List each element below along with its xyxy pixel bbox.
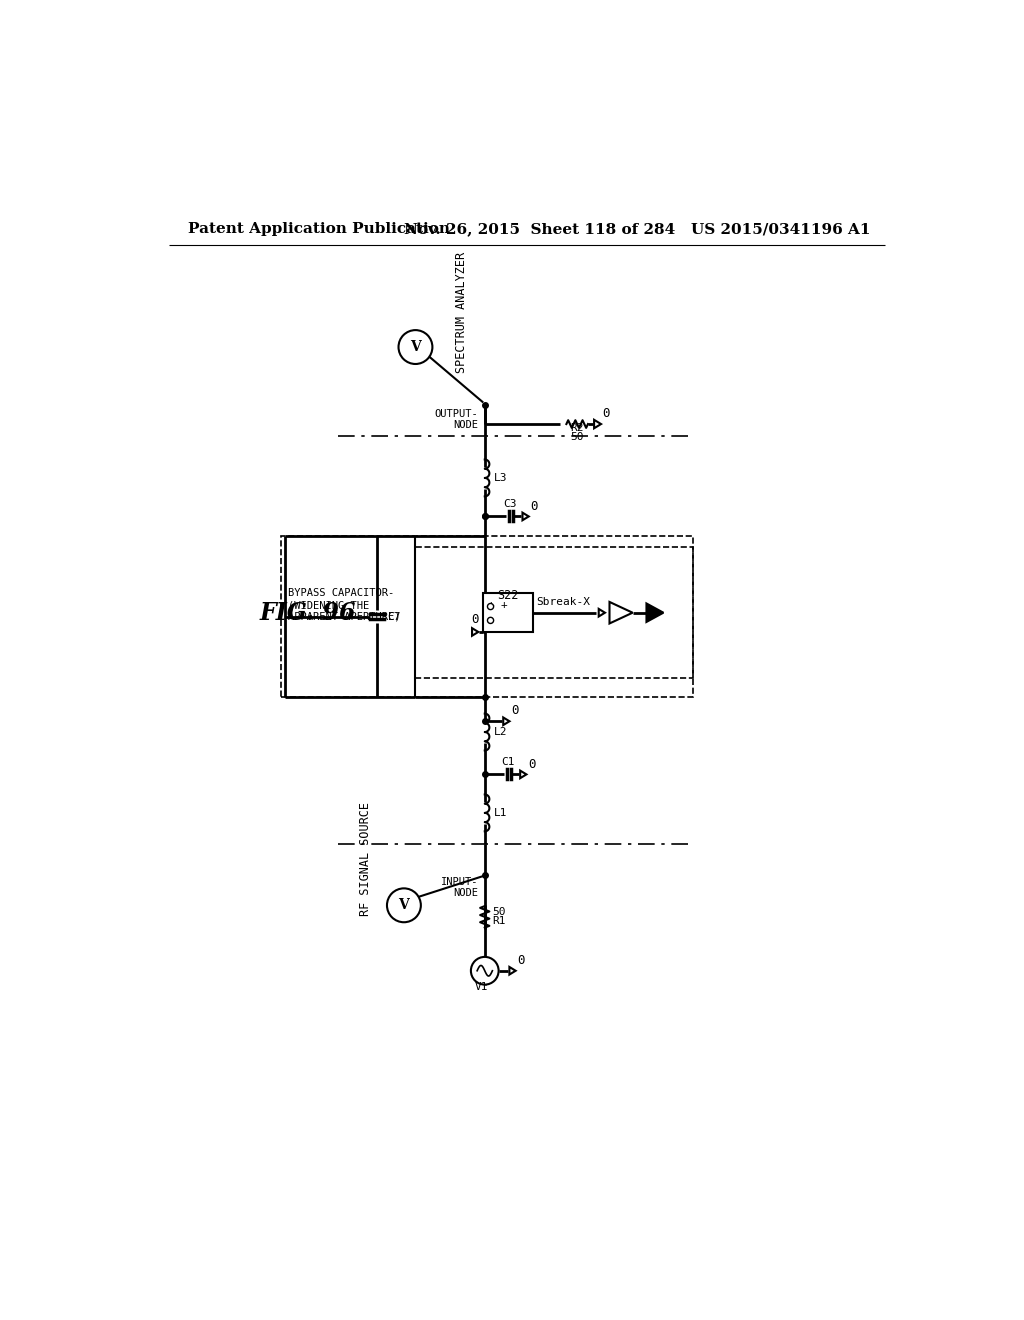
Text: 0: 0 bbox=[528, 758, 536, 771]
Polygon shape bbox=[609, 602, 633, 623]
Text: C7: C7 bbox=[388, 611, 401, 622]
Bar bbox=[281, 536, 692, 697]
Text: 0: 0 bbox=[602, 407, 610, 420]
Text: RF SIGNAL SOURCE: RF SIGNAL SOURCE bbox=[358, 803, 372, 916]
Polygon shape bbox=[599, 609, 605, 616]
Text: INPUT-
NODE: INPUT- NODE bbox=[441, 876, 478, 899]
Text: BYPASS CAPACITOR-
(WIDENING THE
APPARENT APERTURE): BYPASS CAPACITOR- (WIDENING THE APPARENT… bbox=[289, 589, 401, 622]
Text: FIG. 96: FIG. 96 bbox=[260, 601, 356, 624]
Circle shape bbox=[487, 603, 494, 610]
Text: C1: C1 bbox=[501, 756, 515, 767]
Text: V: V bbox=[398, 899, 410, 912]
Text: +: + bbox=[501, 601, 508, 610]
Text: -: - bbox=[487, 615, 494, 626]
Text: 0: 0 bbox=[471, 612, 479, 626]
Text: C3: C3 bbox=[504, 499, 517, 508]
Circle shape bbox=[398, 330, 432, 364]
Polygon shape bbox=[646, 603, 664, 622]
Text: R1: R1 bbox=[493, 916, 506, 927]
Circle shape bbox=[387, 888, 421, 923]
Text: SPECTRUM ANALYZER: SPECTRUM ANALYZER bbox=[455, 252, 468, 374]
Text: Patent Application Publication: Patent Application Publication bbox=[188, 222, 451, 236]
Circle shape bbox=[471, 957, 499, 985]
Text: +: + bbox=[487, 601, 494, 610]
Polygon shape bbox=[594, 420, 601, 428]
Text: 0: 0 bbox=[517, 954, 524, 966]
Text: OUTPUT-
NODE: OUTPUT- NODE bbox=[435, 409, 478, 430]
Polygon shape bbox=[522, 512, 528, 520]
Text: Sbreak-X: Sbreak-X bbox=[537, 598, 591, 607]
Text: L1: L1 bbox=[494, 808, 508, 818]
Text: L2: L2 bbox=[494, 727, 508, 737]
Text: R2: R2 bbox=[570, 424, 584, 433]
Bar bbox=[483, 594, 532, 632]
Text: V: V bbox=[410, 341, 421, 354]
Text: 0: 0 bbox=[511, 705, 518, 718]
Text: S22: S22 bbox=[498, 589, 518, 602]
Bar bbox=[416, 548, 692, 678]
Polygon shape bbox=[503, 718, 510, 725]
Text: Nov. 26, 2015  Sheet 118 of 284   US 2015/0341196 A1: Nov. 26, 2015 Sheet 118 of 284 US 2015/0… bbox=[403, 222, 870, 236]
Text: 0: 0 bbox=[530, 499, 538, 512]
Polygon shape bbox=[520, 771, 526, 779]
Text: L3: L3 bbox=[494, 473, 508, 483]
Polygon shape bbox=[509, 968, 516, 974]
Text: V1: V1 bbox=[475, 982, 488, 993]
Text: 50: 50 bbox=[493, 907, 506, 917]
Circle shape bbox=[487, 618, 494, 623]
Text: 50: 50 bbox=[570, 432, 584, 442]
Polygon shape bbox=[472, 628, 478, 636]
